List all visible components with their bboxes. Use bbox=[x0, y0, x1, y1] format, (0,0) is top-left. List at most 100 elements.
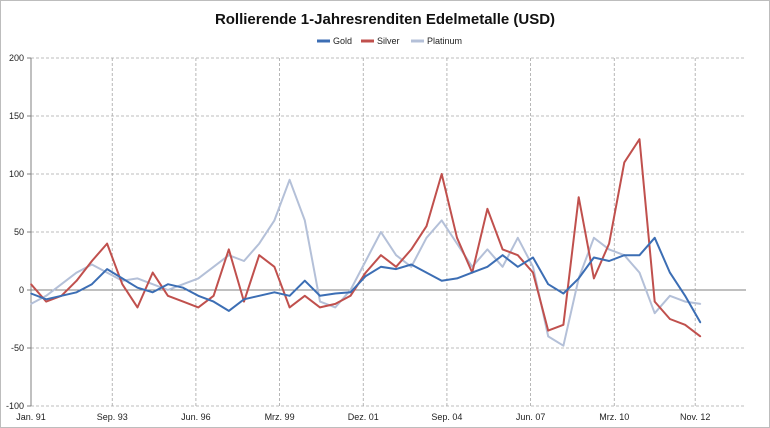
data-point-gold bbox=[60, 295, 63, 297]
legend-label-silver: Silver bbox=[377, 36, 400, 46]
data-point-platinum bbox=[638, 271, 641, 274]
data-point-gold bbox=[486, 266, 489, 268]
data-point-silver bbox=[319, 306, 321, 309]
data-point-gold bbox=[456, 277, 458, 280]
y-tick-label: 50 bbox=[14, 227, 24, 237]
data-point-silver bbox=[243, 300, 245, 303]
series-line-silver bbox=[30, 138, 702, 338]
data-point-platinum bbox=[653, 312, 656, 315]
data-point-gold bbox=[440, 279, 443, 282]
data-point-gold bbox=[212, 300, 215, 303]
data-point-gold bbox=[425, 271, 428, 274]
data-point-platinum bbox=[380, 231, 382, 233]
data-point-gold bbox=[288, 295, 291, 297]
data-point-silver bbox=[608, 242, 610, 245]
data-point-gold bbox=[121, 277, 124, 280]
legend: Gold Silver Platinum bbox=[317, 36, 462, 46]
data-point-gold bbox=[638, 254, 641, 256]
data-point-platinum bbox=[30, 303, 32, 305]
data-point-platinum bbox=[182, 283, 184, 286]
data-point-silver bbox=[425, 225, 428, 227]
data-point-platinum bbox=[288, 179, 291, 181]
data-point-silver bbox=[395, 266, 397, 268]
data-point-platinum bbox=[167, 289, 169, 291]
data-point-platinum bbox=[136, 277, 139, 280]
data-point-silver bbox=[699, 335, 702, 338]
data-point-silver bbox=[30, 283, 32, 286]
data-point-silver bbox=[349, 295, 352, 297]
data-point-gold bbox=[349, 291, 352, 294]
data-point-silver bbox=[91, 260, 93, 262]
data-point-gold bbox=[684, 295, 686, 297]
data-point-platinum bbox=[349, 289, 352, 291]
x-tick-label: Mrz. 99 bbox=[265, 412, 295, 422]
data-point-platinum bbox=[151, 283, 154, 286]
data-point-silver bbox=[593, 277, 595, 280]
data-point-silver bbox=[304, 295, 306, 297]
legend-label-gold: Gold bbox=[333, 36, 352, 46]
data-point-silver bbox=[638, 138, 641, 140]
data-point-silver bbox=[106, 242, 108, 245]
data-point-silver bbox=[151, 271, 154, 274]
data-point-silver bbox=[258, 254, 261, 256]
data-point-platinum bbox=[395, 254, 397, 256]
data-point-silver bbox=[288, 306, 291, 309]
data-point-platinum bbox=[501, 266, 504, 268]
data-point-platinum bbox=[228, 254, 230, 256]
data-point-silver bbox=[75, 279, 78, 282]
data-point-silver bbox=[547, 329, 549, 332]
data-point-silver bbox=[653, 300, 656, 303]
data-point-platinum bbox=[684, 300, 686, 303]
gridlines bbox=[31, 57, 746, 407]
data-point-platinum bbox=[517, 237, 519, 239]
data-point-gold bbox=[106, 268, 108, 270]
x-tick-label: Jan. 91 bbox=[16, 412, 46, 422]
data-point-platinum bbox=[532, 266, 534, 268]
data-point-gold bbox=[45, 298, 47, 301]
data-point-silver bbox=[684, 324, 686, 326]
data-point-gold bbox=[30, 292, 32, 295]
data-point-silver bbox=[440, 173, 443, 175]
data-point-gold bbox=[91, 283, 93, 286]
data-point-platinum bbox=[75, 271, 78, 274]
data-point-silver bbox=[197, 306, 200, 309]
data-point-platinum bbox=[593, 237, 595, 239]
legend-label-platinum: Platinum bbox=[427, 36, 462, 46]
x-tick-label: Sep. 04 bbox=[431, 412, 462, 422]
data-point-silver bbox=[577, 196, 580, 198]
data-point-gold bbox=[273, 291, 276, 294]
data-point-platinum bbox=[91, 263, 93, 266]
x-tick-label: Jun. 07 bbox=[516, 412, 546, 422]
data-point-platinum bbox=[440, 219, 443, 222]
data-point-silver bbox=[380, 254, 382, 256]
data-point-silver bbox=[669, 318, 671, 320]
y-tick-label: -100 bbox=[6, 401, 24, 411]
data-point-gold bbox=[653, 237, 656, 239]
data-point-silver bbox=[121, 283, 124, 286]
data-point-silver bbox=[456, 237, 458, 239]
data-point-gold bbox=[167, 283, 169, 286]
data-point-gold bbox=[258, 295, 261, 297]
data-point-platinum bbox=[669, 295, 671, 297]
data-point-gold bbox=[395, 268, 397, 270]
y-tick-label: 150 bbox=[9, 111, 24, 121]
data-point-gold bbox=[699, 321, 702, 324]
y-tick-label: 200 bbox=[9, 53, 24, 63]
y-axis: -100 -50 0 50 100 150 200 bbox=[6, 53, 32, 411]
y-tick-label: 0 bbox=[19, 285, 24, 295]
x-tick-label: Dez. 01 bbox=[348, 412, 379, 422]
data-point-silver bbox=[212, 295, 215, 297]
data-point-gold bbox=[623, 254, 626, 256]
data-point-gold bbox=[304, 279, 306, 282]
data-point-gold bbox=[669, 271, 671, 274]
data-point-gold bbox=[547, 283, 549, 286]
data-point-gold bbox=[532, 256, 534, 259]
data-point-platinum bbox=[334, 306, 337, 309]
data-point-silver bbox=[517, 254, 519, 256]
data-point-gold bbox=[334, 292, 337, 295]
data-point-gold bbox=[75, 291, 78, 294]
data-point-gold bbox=[243, 298, 245, 301]
data-point-platinum bbox=[212, 266, 215, 268]
